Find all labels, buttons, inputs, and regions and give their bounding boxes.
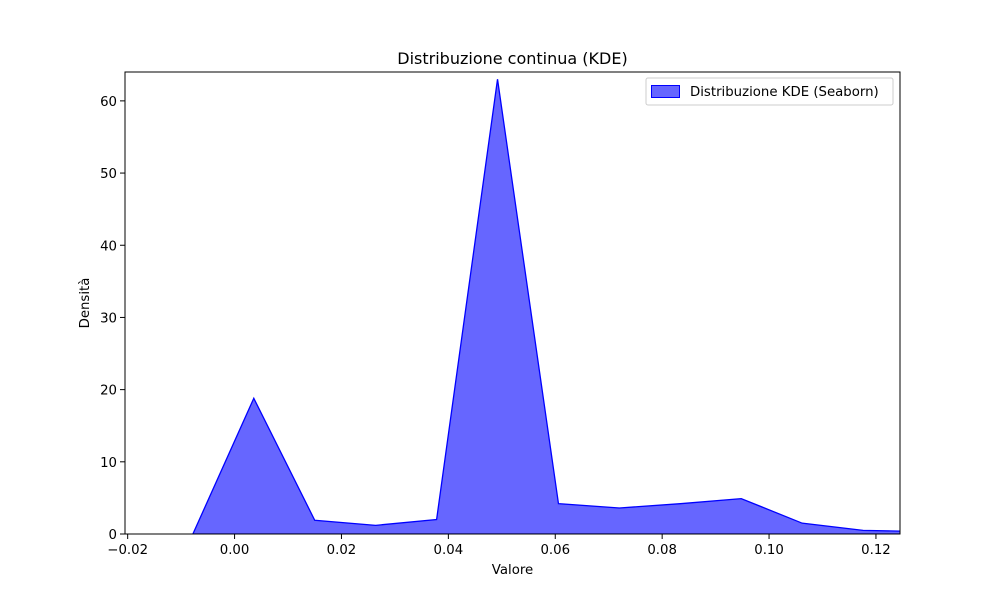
legend-swatch <box>651 85 680 98</box>
x-tick-label: 0.04 <box>434 543 464 558</box>
y-tick-label: 50 <box>100 167 117 182</box>
x-tick-label: 0.08 <box>647 543 677 558</box>
y-tick-label: 20 <box>100 384 117 399</box>
kde-curve-line <box>192 79 900 534</box>
x-axis-label: Valore <box>492 563 533 578</box>
x-axis-ticks: −0.02 0.00 0.02 0.04 0.06 0.08 0.10 0.12 <box>107 534 891 558</box>
y-tick-label: 30 <box>100 311 117 326</box>
plot-frame <box>124 71 901 535</box>
legend: Distribuzione KDE (Seaborn) <box>645 77 894 106</box>
series-layer <box>192 79 900 534</box>
x-tick-label: −0.02 <box>107 543 148 558</box>
y-tick-label: 40 <box>100 239 117 254</box>
x-tick-label: 0.00 <box>220 543 250 558</box>
y-axis-label: Densità <box>77 278 93 329</box>
x-tick-label: 0.12 <box>861 543 891 558</box>
legend-label: Distribuzione KDE (Seaborn) <box>690 85 879 100</box>
kde-area-fill <box>192 79 900 534</box>
y-tick-label: 10 <box>100 456 117 471</box>
y-axis-ticks: 0 10 20 30 40 50 60 <box>100 95 125 543</box>
chart-title: Distribuzione continua (KDE) <box>397 49 627 68</box>
y-tick-label: 60 <box>100 95 117 110</box>
y-tick-label: 0 <box>109 528 117 543</box>
legend-frame <box>645 77 894 106</box>
x-tick-label: 0.06 <box>540 543 570 558</box>
x-tick-label: 0.02 <box>327 543 357 558</box>
x-tick-label: 0.10 <box>754 543 784 558</box>
